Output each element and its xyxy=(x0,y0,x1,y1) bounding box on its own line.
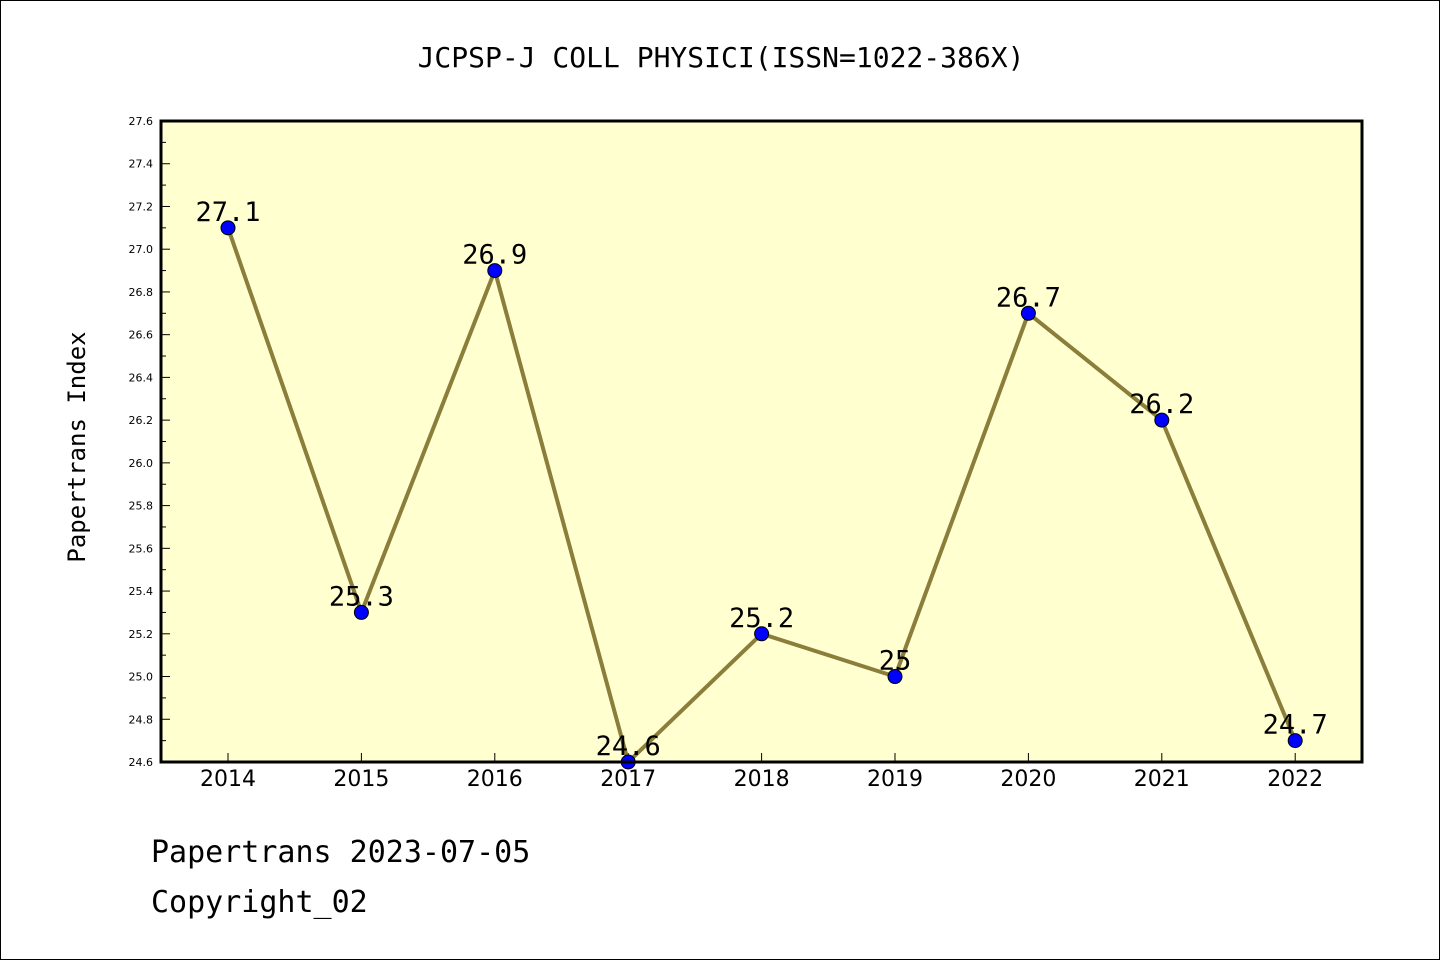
plot-area xyxy=(161,121,1362,762)
data-label: 25 xyxy=(879,646,912,677)
data-point xyxy=(487,263,503,279)
data-label: 24.7 xyxy=(1263,710,1328,741)
y-tick-label: 27.2 xyxy=(129,200,154,213)
data-label: 27.1 xyxy=(195,197,260,228)
x-tick-label: 2015 xyxy=(333,767,389,792)
data-point xyxy=(220,220,236,236)
data-point xyxy=(1287,733,1303,749)
y-tick-label: 26.0 xyxy=(129,457,154,470)
footer-date-line: Papertrans 2023-07-05 xyxy=(151,835,531,870)
data-label: 26.2 xyxy=(1129,389,1194,420)
chart-title: JCPSP-J COLL PHYSICI(ISSN=1022-386X) xyxy=(418,41,1025,74)
x-axis: 2014 2015 2016 2017 2018 2019 2020 2021 2022 xyxy=(200,753,1323,792)
y-tick-label: 27.4 xyxy=(129,158,154,171)
x-tick-label: 2016 xyxy=(467,767,523,792)
y-tick-label: 25.6 xyxy=(129,542,154,555)
y-axis: 24.6 24.8 25.0 25.2 25.4 25.6 25.8 26.0 26.2 26.4… xyxy=(129,115,170,769)
y-tick-label: 25.8 xyxy=(129,500,154,513)
footer-copyright-line: Copyright_02 xyxy=(151,885,368,920)
y-tick-label: 27.6 xyxy=(129,115,154,128)
data-label: 26.9 xyxy=(462,240,527,271)
series-line-group xyxy=(220,220,1303,770)
x-tick-label: 2017 xyxy=(600,767,656,792)
x-tick-label: 2018 xyxy=(734,767,790,792)
data-label: 25.2 xyxy=(729,603,794,634)
y-axis-label: Papertrans Index xyxy=(63,331,91,562)
x-tick-label: 2020 xyxy=(1000,767,1056,792)
y-tick-label: 26.4 xyxy=(129,371,154,384)
y-tick-label: 26.6 xyxy=(129,329,154,342)
y-tick-label: 27.0 xyxy=(129,243,154,256)
data-point xyxy=(1020,305,1036,321)
x-tick-label: 2022 xyxy=(1267,767,1323,792)
x-tick-label: 2019 xyxy=(867,767,923,792)
data-point xyxy=(1154,412,1170,428)
data-labels: 27.1 25.3 26.9 24.6 25.2 25 26.7 26.2 24.7 xyxy=(195,197,1327,762)
x-tick-label: 2021 xyxy=(1134,767,1190,792)
data-label: 25.3 xyxy=(329,581,394,612)
data-label: 24.6 xyxy=(596,731,661,762)
y-tick-label: 26.8 xyxy=(129,286,154,299)
y-tick-label: 24.8 xyxy=(129,713,154,726)
x-tick-label: 2014 xyxy=(200,767,256,792)
data-point xyxy=(754,626,770,642)
data-point xyxy=(887,669,903,685)
plot-border xyxy=(159,119,1364,764)
y-tick-label: 25.2 xyxy=(129,628,154,641)
data-label: 26.7 xyxy=(996,282,1061,313)
y-tick-label: 24.6 xyxy=(129,756,154,769)
data-point xyxy=(353,604,369,620)
y-tick-label: 25.4 xyxy=(129,585,154,598)
y-tick-label: 26.2 xyxy=(129,414,154,427)
y-tick-label: 25.0 xyxy=(129,671,154,684)
